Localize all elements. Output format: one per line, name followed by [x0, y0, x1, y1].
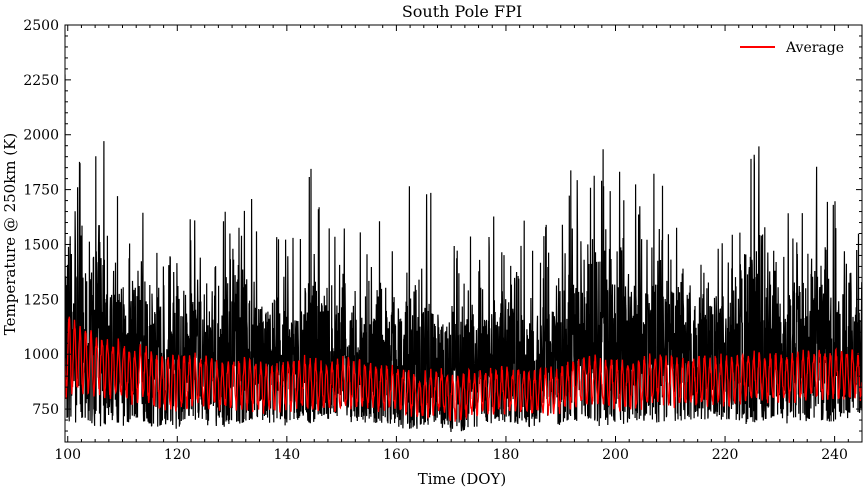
- y-tick-label: 2500: [23, 18, 59, 34]
- y-tick-label: 2000: [23, 128, 59, 144]
- y-tick-label: 1500: [23, 237, 59, 253]
- x-tick-label: 120: [164, 447, 191, 463]
- legend-label-average: Average: [785, 40, 844, 56]
- y-tick-label: 2250: [23, 73, 59, 89]
- axes: 100 120 140 160 180 200 220 240 750 1000 1250 1500 1…: [23, 18, 863, 463]
- x-tick-label: 240: [821, 447, 848, 463]
- x-tick-label: 140: [273, 447, 300, 463]
- x-axis-label: Time (DOY): [418, 470, 507, 488]
- x-tick-label: 160: [383, 447, 410, 463]
- plot-area: [65, 74, 862, 433]
- y-tick-label: 1750: [23, 183, 59, 199]
- chart-title: South Pole FPI: [402, 2, 522, 21]
- legend: Average: [732, 32, 856, 62]
- x-tick-label: 220: [712, 447, 739, 463]
- series-observations-line: [65, 74, 862, 433]
- y-tick-label: 1000: [23, 347, 59, 363]
- x-tick-label: 100: [54, 447, 81, 463]
- y-tick-label: 1250: [23, 292, 59, 308]
- x-tick-label: 180: [493, 447, 520, 463]
- y-tick-label: 750: [32, 402, 59, 418]
- x-tick-label: 200: [602, 447, 629, 463]
- y-axis-label: Temperature @ 250km (K): [1, 133, 19, 335]
- series-average-line: [65, 316, 862, 422]
